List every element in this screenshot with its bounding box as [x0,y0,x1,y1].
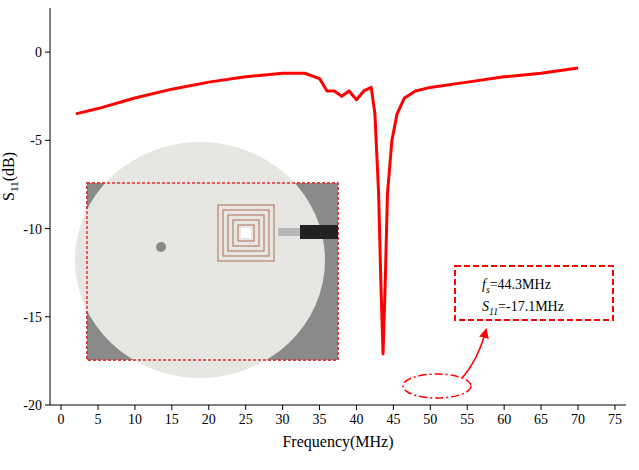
annotation-text: S11=-17.1MHz [482,299,564,317]
symbol: S [482,299,489,314]
y-tick-label: -5 [30,133,42,148]
x-tick-label: 25 [239,412,253,427]
x-tick-label: 40 [349,412,363,427]
cable [300,225,338,239]
connector [278,228,300,236]
x-tick-label: 45 [386,412,400,427]
x-tick-label: 0 [58,412,65,427]
x-tick [282,405,283,410]
x-tick-label: 60 [497,412,511,427]
x-tick [578,405,579,410]
subscript: 11 [8,181,20,192]
highlight-ellipse [403,374,471,398]
x-tick-label: 5 [95,412,102,427]
y-tick [45,228,50,229]
x-tick-label: 50 [423,412,437,427]
y-tick-label: 0 [35,45,42,60]
coil-turn [238,225,254,241]
plot-area [76,68,578,354]
series-line [76,68,578,354]
chart: 0 5 10 15 20 25 30 35 40 45 50 55 60 65 70 75 -20 -15 -10 -… [0,0,639,470]
coil-turn [228,215,264,251]
text: =-17.1MHz [498,299,564,314]
x-tick [393,405,394,410]
x-tick-label: 35 [313,412,327,427]
x-tick-label: 30 [276,412,290,427]
inset-photo [75,142,338,378]
disk [75,142,325,378]
coil-pad [241,228,251,238]
annotation-text: fs=44.3MHz [482,277,551,295]
x-tick-label: 75 [608,412,622,427]
x-tick [245,405,246,410]
y-axis [50,8,51,405]
y-tick-label: -10 [23,222,42,237]
coil-turn [218,205,274,261]
disk-hole [156,242,166,252]
x-axis-title: Frequency(MHz) [282,433,393,451]
x-tick [171,405,172,410]
y-tick-label: -20 [23,398,42,413]
y-tick [45,140,50,141]
x-tick [61,405,62,410]
x-tick-label: 20 [202,412,216,427]
x-tick-label: 55 [460,412,474,427]
x-tick [541,405,542,410]
photo-border [87,183,338,360]
annotation-arrow [462,330,486,378]
annotation-box [455,266,613,320]
coil-turn [233,220,259,246]
y-tick [45,316,50,317]
x-tick-label: 15 [165,412,179,427]
coil-turn [223,210,269,256]
x-tick-label: 10 [128,412,142,427]
y-tick-label: -15 [23,310,42,325]
text: =44.3MHz [490,277,551,292]
x-tick [467,405,468,410]
x-tick [319,405,320,410]
y-axis-title: S11(dB) [0,152,20,201]
y-tick [45,52,50,53]
symbol: S [0,192,17,201]
text: (dB) [0,152,18,181]
subscript: 11 [489,306,498,317]
x-tick [208,405,209,410]
x-tick [356,405,357,410]
x-tick [614,405,615,410]
x-axis [50,405,626,406]
x-tick [98,405,99,410]
x-tick [504,405,505,410]
x-tick-label: 65 [534,412,548,427]
x-tick [430,405,431,410]
x-tick-label: 70 [571,412,585,427]
y-tick [45,405,50,406]
x-tick [134,405,135,410]
